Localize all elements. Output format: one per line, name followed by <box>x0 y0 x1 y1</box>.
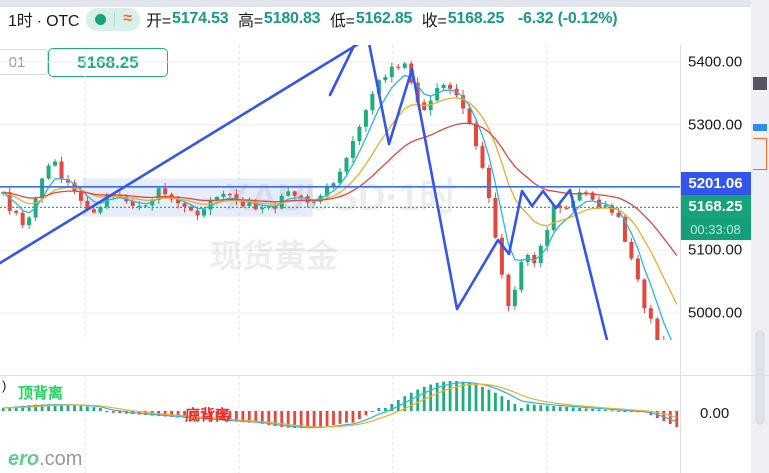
svg-text:现​货黄金: 现​货黄金 <box>210 238 339 274</box>
